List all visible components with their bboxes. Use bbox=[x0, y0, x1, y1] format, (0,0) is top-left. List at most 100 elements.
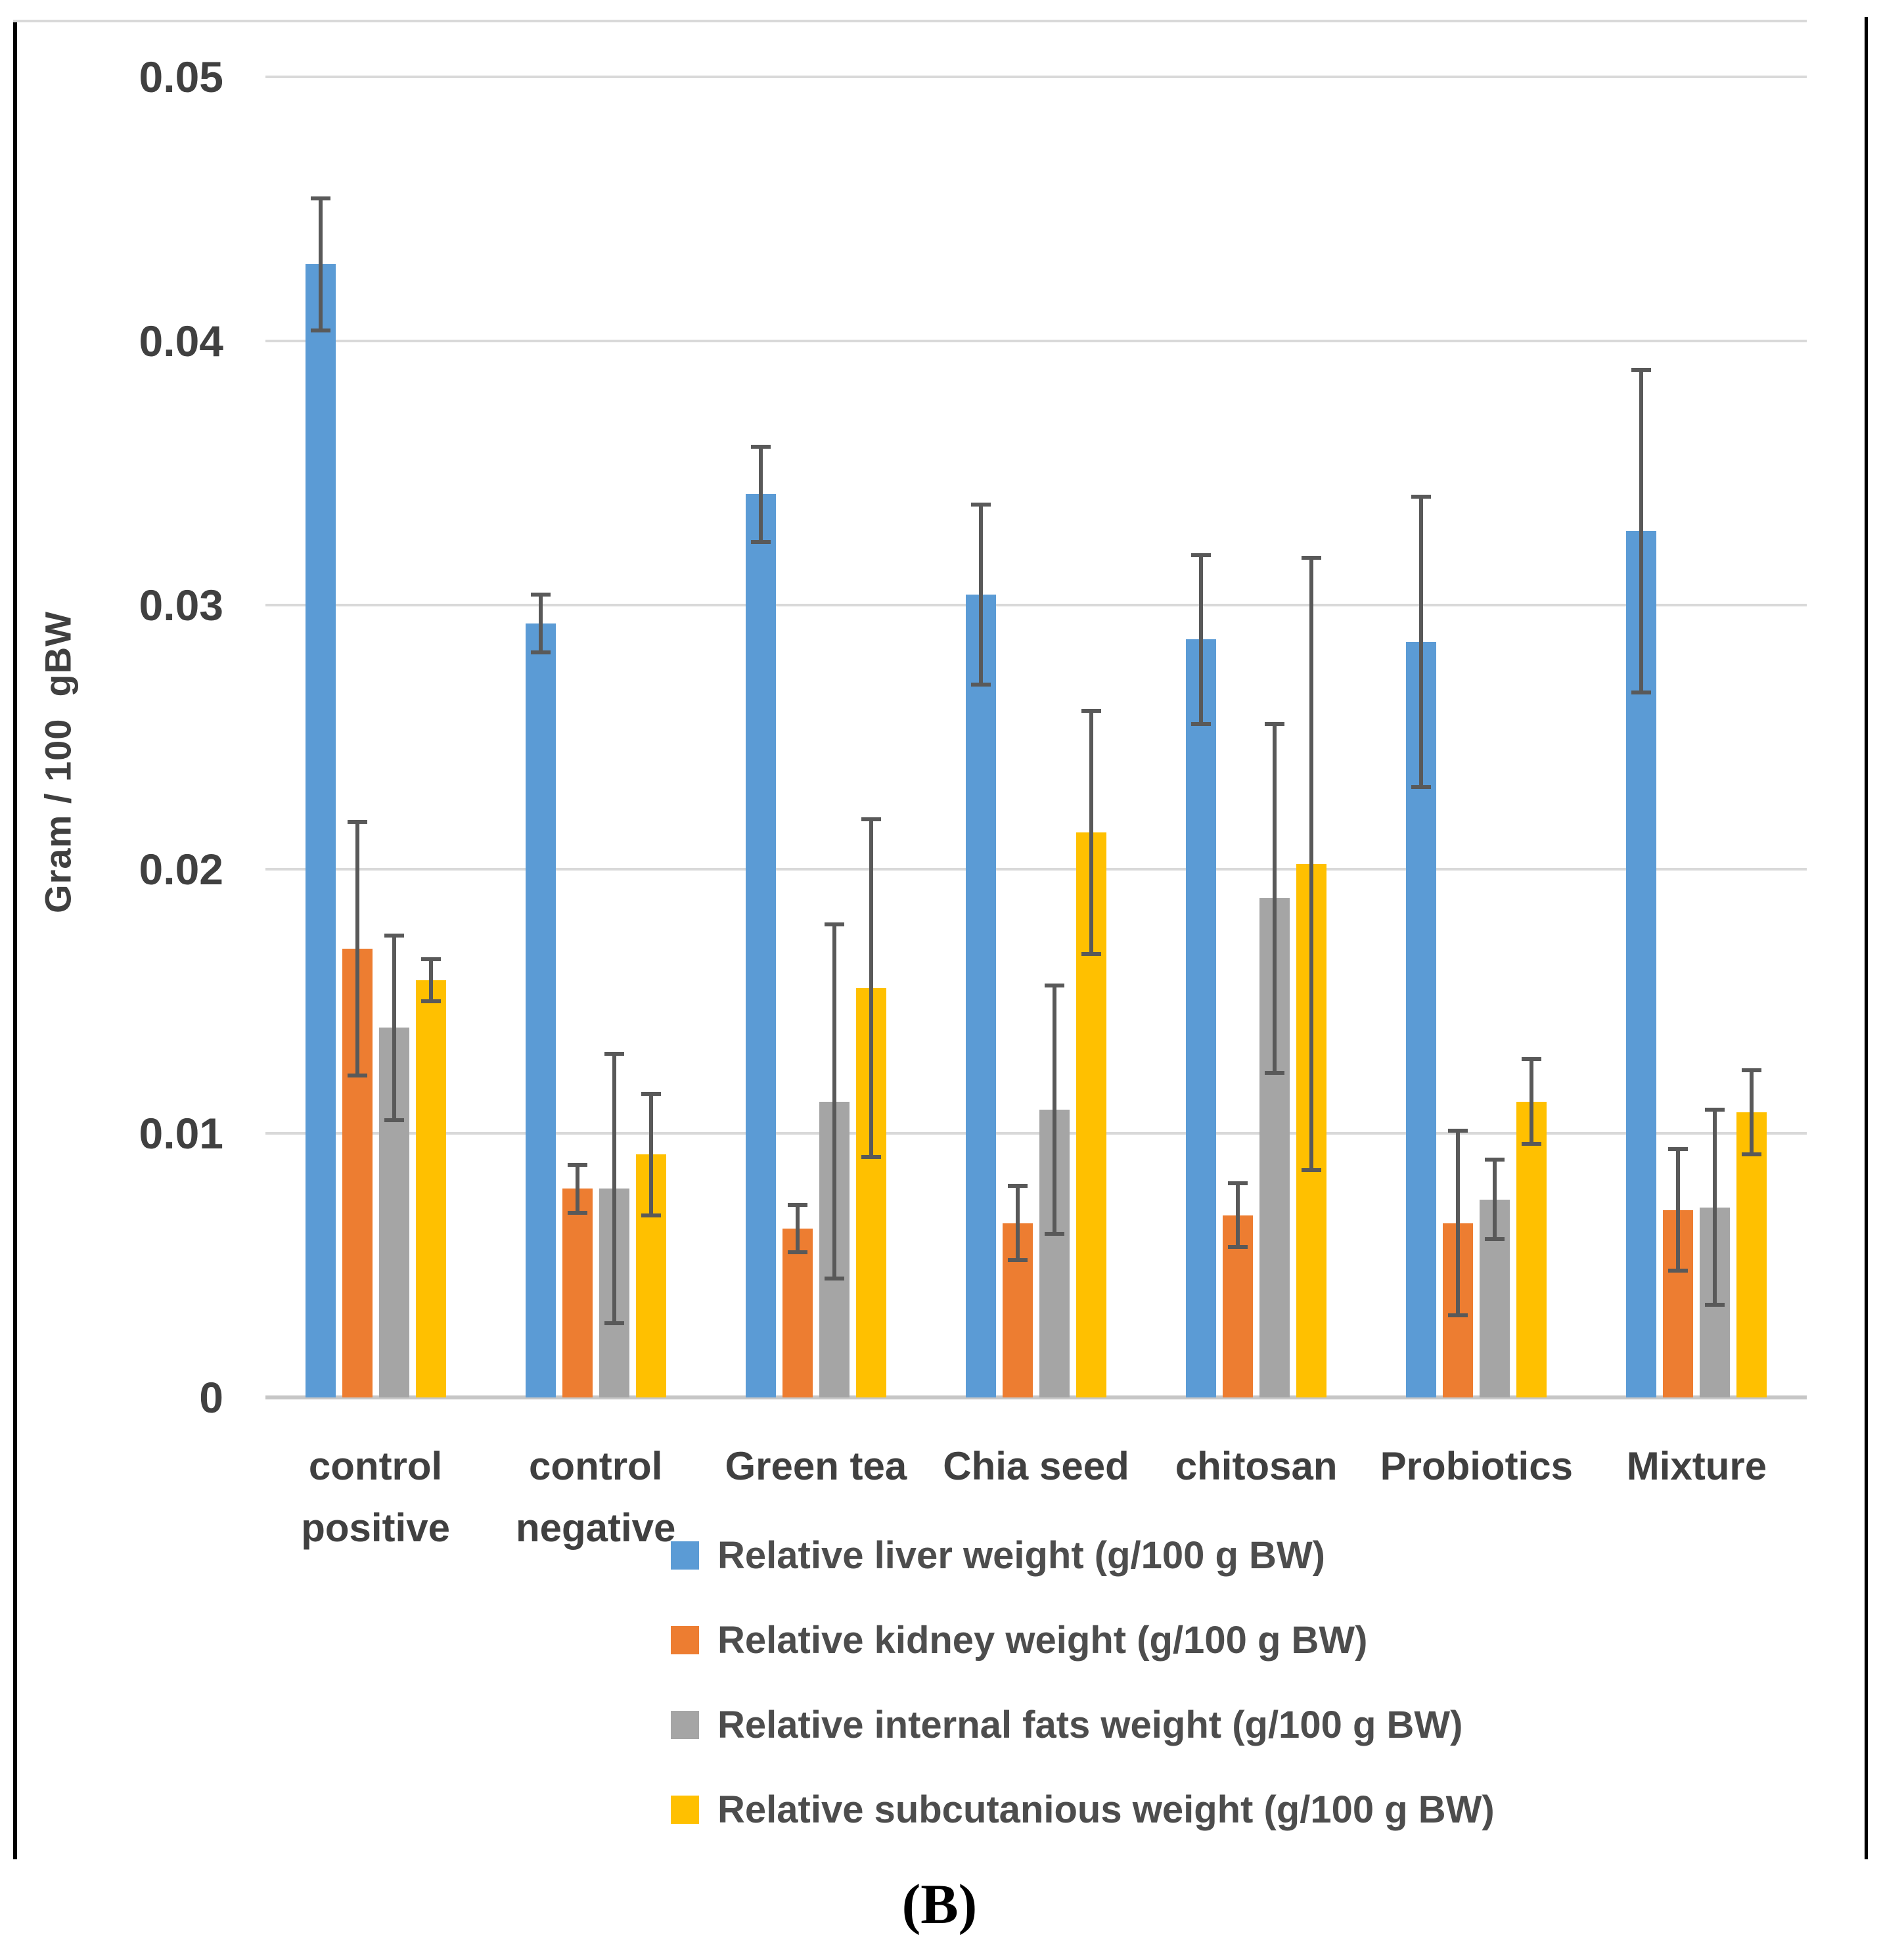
figure-left-border bbox=[13, 20, 17, 1859]
error-cap-bottom-subcutaneous-5 bbox=[1522, 1142, 1542, 1146]
x-axis-label-6: Mixture bbox=[1587, 1436, 1807, 1497]
error-cap-bottom-liver-1 bbox=[530, 650, 551, 655]
error-bar-kidney-6 bbox=[1676, 1149, 1681, 1271]
x-axis-label-line: Probiotics bbox=[1380, 1444, 1573, 1488]
error-bar-liver-3 bbox=[979, 505, 983, 685]
error-cap-bottom-kidney-6 bbox=[1668, 1269, 1689, 1273]
error-cap-bottom-subcutaneous-4 bbox=[1302, 1168, 1322, 1173]
bar-liver-2 bbox=[745, 494, 776, 1397]
x-axis-label-0: control positive bbox=[265, 1436, 486, 1559]
error-cap-bottom-kidney-2 bbox=[787, 1250, 807, 1254]
error-cap-top-internal-fats-5 bbox=[1485, 1158, 1505, 1162]
bar-liver-1 bbox=[525, 623, 556, 1397]
legend-swatch-subcutaneous bbox=[671, 1796, 699, 1824]
error-bar-liver-4 bbox=[1199, 555, 1204, 724]
legend-swatch-liver bbox=[671, 1541, 699, 1570]
error-bar-liver-1 bbox=[538, 594, 543, 653]
error-cap-top-subcutaneous-4 bbox=[1302, 555, 1322, 560]
gridline-0.05 bbox=[265, 76, 1807, 78]
x-axis-label-line: negative bbox=[515, 1506, 676, 1550]
error-cap-top-subcutaneous-6 bbox=[1742, 1068, 1762, 1072]
legend-swatch-internal-fats bbox=[671, 1711, 699, 1739]
bar-liver-4 bbox=[1186, 639, 1217, 1397]
bar-kidney-2 bbox=[782, 1228, 813, 1397]
error-cap-top-kidney-6 bbox=[1668, 1147, 1689, 1152]
error-cap-top-internal-fats-2 bbox=[824, 922, 844, 927]
error-cap-top-liver-4 bbox=[1191, 553, 1212, 557]
y-tick-label: 0.01 bbox=[139, 1109, 223, 1158]
error-bar-kidney-2 bbox=[795, 1204, 800, 1252]
error-bar-internal-fats-1 bbox=[612, 1054, 616, 1324]
x-axis-label-4: chitosan bbox=[1146, 1436, 1367, 1497]
legend-item-liver: Relative liver weight (g/100 g BW) bbox=[671, 1533, 1325, 1577]
error-cap-top-subcutaneous-5 bbox=[1522, 1057, 1542, 1062]
legend-label-liver: Relative liver weight (g/100 g BW) bbox=[717, 1534, 1325, 1577]
figure-right-border bbox=[1865, 17, 1868, 1859]
error-cap-bottom-liver-6 bbox=[1631, 690, 1652, 694]
error-cap-top-kidney-4 bbox=[1228, 1181, 1248, 1186]
x-axis-label-line: Green tea bbox=[725, 1444, 907, 1488]
y-tick-label: 0.03 bbox=[139, 581, 223, 629]
y-tick-label: 0.05 bbox=[139, 53, 223, 101]
x-axis-label-line: chitosan bbox=[1175, 1444, 1338, 1488]
error-cap-top-kidney-0 bbox=[347, 819, 367, 824]
error-cap-top-internal-fats-0 bbox=[384, 933, 404, 938]
error-cap-bottom-internal-fats-1 bbox=[604, 1321, 624, 1326]
error-cap-top-subcutaneous-2 bbox=[861, 817, 881, 821]
gridline-0.01 bbox=[265, 1132, 1807, 1135]
y-tick-label: 0.02 bbox=[139, 845, 223, 894]
legend-item-subcutaneous: Relative subcutanious weight (g/100 g BW… bbox=[671, 1788, 1495, 1832]
legend-label-kidney: Relative kidney weight (g/100 g BW) bbox=[717, 1619, 1368, 1662]
error-cap-top-liver-2 bbox=[750, 444, 771, 449]
error-cap-bottom-kidney-3 bbox=[1008, 1257, 1028, 1262]
error-bar-liver-6 bbox=[1639, 370, 1644, 692]
gridline-0.03 bbox=[265, 604, 1807, 606]
x-axis-label-line: control bbox=[308, 1444, 443, 1488]
error-cap-top-internal-fats-1 bbox=[604, 1052, 624, 1056]
error-bar-subcutaneous-5 bbox=[1530, 1059, 1534, 1144]
error-cap-bottom-internal-fats-5 bbox=[1485, 1236, 1505, 1241]
error-bar-kidney-1 bbox=[575, 1165, 579, 1213]
error-cap-top-kidney-1 bbox=[567, 1163, 587, 1167]
error-bar-kidney-3 bbox=[1016, 1186, 1020, 1260]
y-tick-label: 0.04 bbox=[139, 317, 223, 365]
error-bar-subcutaneous-3 bbox=[1089, 710, 1093, 954]
error-cap-bottom-kidney-4 bbox=[1228, 1244, 1248, 1249]
error-cap-bottom-liver-0 bbox=[310, 328, 330, 332]
error-cap-top-kidney-2 bbox=[787, 1202, 807, 1207]
error-cap-bottom-kidney-1 bbox=[567, 1210, 587, 1215]
error-cap-top-kidney-3 bbox=[1008, 1184, 1028, 1189]
error-cap-top-subcutaneous-0 bbox=[420, 957, 441, 961]
bar-subcutaneous-5 bbox=[1516, 1101, 1547, 1397]
error-cap-bottom-internal-fats-4 bbox=[1265, 1070, 1285, 1075]
error-bar-internal-fats-5 bbox=[1493, 1160, 1497, 1239]
error-cap-top-liver-0 bbox=[310, 196, 330, 200]
error-cap-top-liver-1 bbox=[530, 592, 551, 597]
error-cap-bottom-internal-fats-0 bbox=[384, 1118, 404, 1122]
error-cap-top-liver-3 bbox=[971, 503, 991, 507]
x-axis-label-line: positive bbox=[301, 1506, 450, 1550]
error-cap-bottom-subcutaneous-2 bbox=[861, 1155, 881, 1160]
legend-label-subcutaneous: Relative subcutanious weight (g/100 g BW… bbox=[717, 1788, 1495, 1831]
error-cap-bottom-liver-3 bbox=[971, 682, 991, 687]
error-cap-bottom-internal-fats-2 bbox=[824, 1277, 844, 1281]
bar-liver-0 bbox=[305, 264, 336, 1397]
legend-swatch-kidney bbox=[671, 1626, 699, 1654]
error-bar-internal-fats-4 bbox=[1273, 723, 1277, 1073]
error-cap-bottom-subcutaneous-6 bbox=[1742, 1152, 1762, 1157]
error-cap-bottom-internal-fats-3 bbox=[1045, 1231, 1064, 1236]
error-bar-kidney-0 bbox=[355, 821, 359, 1076]
error-cap-top-liver-5 bbox=[1411, 495, 1432, 499]
error-bar-internal-fats-2 bbox=[832, 924, 836, 1279]
x-axis-label-5: Probiotics bbox=[1367, 1436, 1587, 1497]
x-axis-label-2: Green tea bbox=[706, 1436, 926, 1497]
error-bar-liver-2 bbox=[758, 446, 763, 542]
x-axis-line bbox=[265, 1395, 1807, 1399]
figure-caption: (B) bbox=[901, 1872, 978, 1936]
bar-liver-3 bbox=[966, 594, 996, 1397]
error-cap-top-kidney-5 bbox=[1448, 1128, 1468, 1133]
error-cap-bottom-subcutaneous-1 bbox=[641, 1213, 661, 1217]
error-cap-bottom-kidney-5 bbox=[1448, 1313, 1468, 1318]
error-bar-internal-fats-3 bbox=[1053, 985, 1056, 1234]
